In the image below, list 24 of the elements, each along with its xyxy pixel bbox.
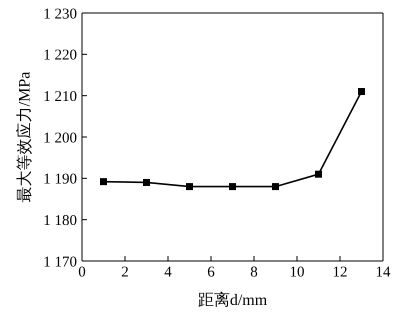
x-tick-label: 6	[207, 264, 216, 281]
x-tick-label: 2	[121, 264, 129, 281]
y-tick-label: 1 170	[43, 254, 77, 270]
y-tick-label: 1 230	[43, 6, 77, 22]
y-tick-label: 1 180	[43, 212, 77, 229]
x-tick-label: 10	[290, 264, 304, 281]
x-tick-label: 12	[332, 264, 348, 281]
point	[100, 178, 107, 186]
point	[143, 178, 150, 186]
y-tick-label: 1 220	[43, 48, 77, 64]
y-axis-title: 最大等效应力/MPa	[16, 72, 34, 202]
x-tick-label: 14	[376, 264, 391, 281]
x-tick-label: 8	[250, 264, 258, 281]
point	[272, 183, 279, 190]
y-tick-label: 1 200	[43, 130, 77, 146]
y-tick-label: 1 190	[43, 172, 77, 188]
y-tick-label: 1 210	[43, 88, 77, 105]
x-tick-label: 4	[164, 264, 172, 281]
point	[315, 170, 322, 178]
point	[186, 183, 193, 190]
point	[358, 88, 365, 96]
x-tick-label: 0	[78, 264, 86, 281]
point	[229, 183, 236, 190]
x-axis-title: 距离d/mm	[198, 291, 268, 309]
